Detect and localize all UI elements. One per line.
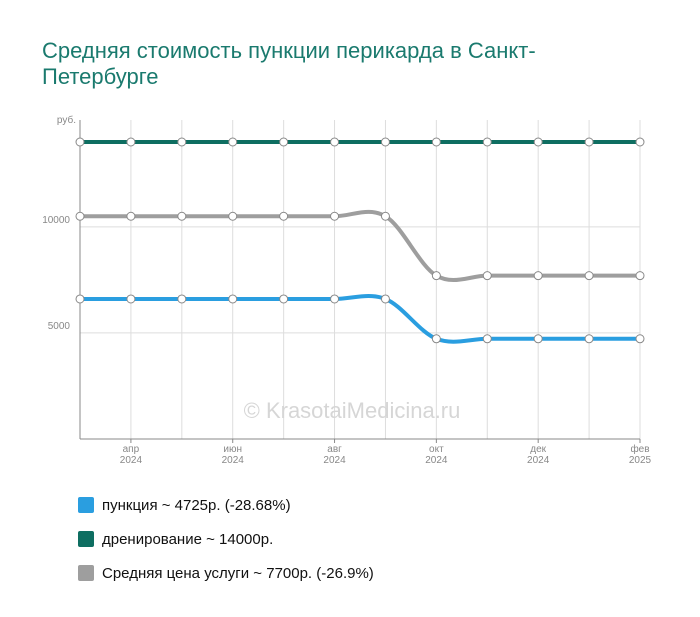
data-point[interactable] (228, 211, 238, 221)
data-point[interactable] (431, 334, 441, 344)
data-point[interactable] (75, 294, 85, 304)
data-point[interactable] (279, 294, 289, 304)
data-point[interactable] (584, 137, 594, 147)
data-point[interactable] (533, 271, 543, 281)
data-point[interactable] (330, 211, 340, 221)
data-point[interactable] (228, 137, 238, 147)
legend-swatch (78, 531, 94, 547)
data-point[interactable] (126, 294, 136, 304)
y-unit-label: руб. (57, 114, 76, 126)
x-tick-label-month: апр (123, 444, 140, 455)
data-point[interactable] (635, 334, 645, 344)
y-tick-label: 5000 (48, 321, 71, 332)
x-tick-label-month: дек (530, 444, 546, 455)
data-point[interactable] (126, 137, 136, 147)
series-line-2 (78, 294, 642, 344)
legend-label: дренирование ~ 14000р. (102, 530, 274, 548)
data-point[interactable] (228, 294, 238, 304)
data-point[interactable] (177, 211, 187, 221)
data-point[interactable] (635, 271, 645, 281)
data-point[interactable] (177, 137, 187, 147)
chart-title: Средняя стоимость пункции перикарда в Са… (42, 38, 536, 89)
data-point[interactable] (431, 271, 441, 281)
legend-item[interactable]: Средняя цена услуги ~ 7700р. (-26.9%) (78, 556, 374, 590)
x-tick-label-month: окт (429, 444, 444, 455)
data-point[interactable] (126, 211, 136, 221)
series-line-1 (78, 209, 642, 282)
x-tick-label-year: 2025 (629, 455, 652, 466)
data-point[interactable] (330, 137, 340, 147)
legend-label: пункция ~ 4725р. (-28.68%) (102, 496, 291, 514)
data-point[interactable] (380, 211, 390, 221)
x-tick-label-year: 2024 (120, 455, 143, 466)
data-point[interactable] (482, 271, 492, 281)
watermark: © KrasotaiMedicina.ru (244, 398, 461, 423)
data-point[interactable] (279, 137, 289, 147)
data-point[interactable] (431, 137, 441, 147)
data-point[interactable] (533, 137, 543, 147)
data-point[interactable] (584, 271, 594, 281)
data-point[interactable] (380, 294, 390, 304)
x-tick-label-year: 2024 (323, 455, 346, 466)
data-point[interactable] (584, 334, 594, 344)
data-point[interactable] (177, 294, 187, 304)
x-tick-label-month: июн (223, 444, 242, 455)
data-point[interactable] (279, 211, 289, 221)
x-tick-label-year: 2024 (527, 455, 550, 466)
data-point[interactable] (482, 334, 492, 344)
x-tick-label-month: фев (630, 443, 649, 455)
legend-item[interactable]: дренирование ~ 14000р. (78, 522, 374, 556)
legend-label: Средняя цена услуги ~ 7700р. (-26.9%) (102, 564, 374, 582)
legend-item[interactable]: пункция ~ 4725р. (-28.68%) (78, 488, 374, 522)
data-point[interactable] (635, 137, 645, 147)
data-point[interactable] (330, 294, 340, 304)
legend-swatch (78, 497, 94, 513)
x-tick-label-year: 2024 (222, 455, 245, 466)
data-point[interactable] (75, 211, 85, 221)
x-tick-label-month: авг (327, 444, 342, 455)
y-tick-label: 10000 (42, 215, 70, 226)
data-point[interactable] (533, 334, 543, 344)
chart-legend: пункция ~ 4725р. (-28.68%) дренирование ~… (78, 488, 374, 590)
x-tick-label-year: 2024 (425, 455, 448, 466)
legend-swatch (78, 565, 94, 581)
data-point[interactable] (380, 137, 390, 147)
data-point[interactable] (482, 137, 492, 147)
data-point[interactable] (75, 137, 85, 147)
